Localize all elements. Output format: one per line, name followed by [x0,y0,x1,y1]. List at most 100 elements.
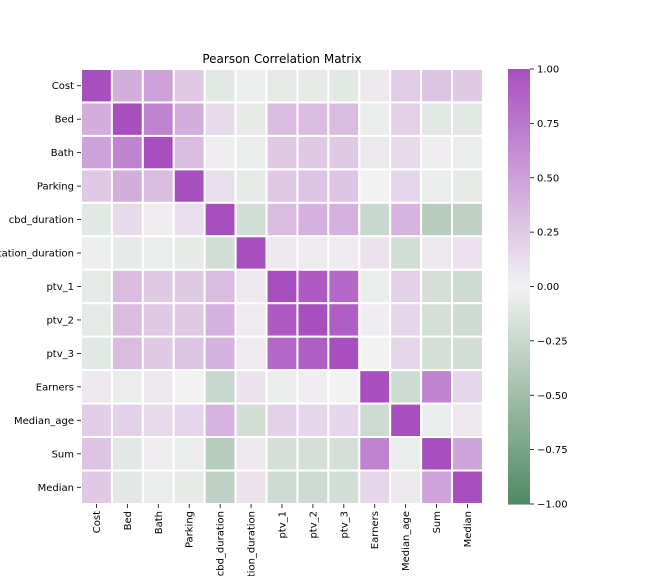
heatmap-cell-Bed-Parking [172,101,206,137]
heatmap-cell-Earners-ptv_3 [327,369,361,405]
heatmap-cell-Earners-station_duration [234,369,268,405]
colorbar-segment [508,192,530,197]
heatmap-cell-ptv_2-Bed [110,302,144,338]
heatmap-cell-ptv_2-Parking [172,302,206,338]
colorbar-segment [508,424,530,429]
heatmap-cells [80,68,484,505]
heatmap-cell-Parking-ptv_3 [327,168,361,204]
heatmap-cell-cbd_duration-Sum [420,201,454,238]
heatmap-cell-ptv_2-Earners [358,302,392,338]
heatmap-cell-Median-Earners [358,469,392,505]
heatmap-cell-Bath-Cost [80,134,113,171]
heatmap-cell-station_duration-ptv_1 [265,235,299,271]
colorbar-segment [508,282,530,288]
heatmap-cell-Bath-Bed [110,134,144,171]
x-tick-label: Earners [370,511,381,549]
x-tick-label: Bed [123,511,134,530]
y-tick-label: Median [38,483,74,494]
heatmap-cell-cbd_duration-Parking [172,201,206,238]
y-tick-label: ptv_3 [46,349,74,360]
colorbar-segment [508,311,530,317]
colorbar-segment [508,199,530,204]
heatmap-cell-ptv_1-station_duration [234,268,268,305]
heatmap-cell-Median-station_duration [234,469,268,505]
x-tick-label: ptv_1 [277,511,288,539]
colorbar-tick-label: −1.00 [537,500,568,511]
y-tick-label: Bath [51,148,74,159]
colorbar-segment [508,177,530,182]
heatmap-cell-Cost-Parking [172,68,206,104]
colorbar-segment [508,214,530,219]
colorbar-segment [508,268,530,273]
colorbar-segment [508,293,530,298]
heatmap-cell-station_duration-Bath [141,235,175,271]
colorbar-segment [508,315,530,320]
heatmap-cell-cbd_duration-Bed [110,201,144,238]
heatmap-cell-station_duration-Median [451,235,484,271]
heatmap-cell-Cost-Cost [80,68,113,104]
colorbar-segment [508,250,530,255]
heatmap-cell-ptv_3-ptv_2 [296,335,330,372]
heatmap-cell-Sum-Bed [110,436,144,472]
heatmap-cell-ptv_3-Median [451,335,484,372]
colorbar-segment [508,435,530,440]
heatmap-cell-Cost-Median [451,68,484,104]
colorbar-segment [508,417,530,422]
colorbar-segment [508,456,530,462]
colorbar-segment [508,130,530,135]
colorbar-segment [508,308,530,313]
heatmap-cell-Sum-ptv_3 [327,436,361,472]
x-tick-labels: Cost Bed Bath Parking cbd_duration station_du… [92,503,474,576]
colorbar-segment [508,442,530,447]
colorbar-segment [508,170,530,175]
heatmap-cell-Median-Parking [172,469,206,505]
colorbar-segment [508,69,530,74]
heatmap-cell-Bed-ptv_3 [327,101,361,137]
colorbar-segment [508,79,530,85]
heatmap-cell-Sum-Median [451,436,484,472]
colorbar-segment [508,203,530,208]
heatmap-cell-Sum-ptv_1 [265,436,299,472]
heatmap-cell-cbd_duration-cbd_duration [203,201,237,238]
colorbar-segment [508,275,530,280]
heatmap-cell-Sum-station_duration [234,436,268,472]
colorbar-segment [508,297,530,302]
colorbar-segment [508,174,530,179]
heatmap-cell-cbd_duration-Earners [358,201,392,238]
heatmap-cell-ptv_2-Median [451,302,484,338]
colorbar-segment [508,322,530,327]
colorbar-segment [508,489,530,494]
colorbar-segment [508,344,530,349]
heatmap-cell-Bath-Median_age [389,134,423,171]
colorbar-segment [508,377,530,382]
heatmap-cell-Median-Median_age [389,469,423,505]
heatmap-cell-Bed-cbd_duration [203,101,237,137]
colorbar-segment [508,467,530,472]
heatmap-cell-Median-ptv_3 [327,469,361,505]
heatmap-cell-Parking-Earners [358,168,392,204]
heatmap-cell-Earners-Median [451,369,484,405]
heatmap-cell-Median_age-station_duration [234,402,268,439]
heatmap-cell-Parking-Sum [420,168,454,204]
colorbar-segment [508,210,530,215]
heatmap-cell-Earners-Earners [358,369,392,405]
heatmap-cell-cbd_duration-ptv_2 [296,201,330,238]
heatmap-cell-Bed-Bath [141,101,175,137]
heatmap-cell-ptv_2-cbd_duration [203,302,237,338]
heatmap-cell-Bed-Cost [80,101,113,137]
colorbar-segment [508,101,530,106]
heatmap-cell-ptv_2-Bath [141,302,175,338]
heatmap-cell-ptv_3-station_duration [234,335,268,372]
heatmap-cell-Median_age-Cost [80,402,113,439]
x-tick-label: Median_age [401,511,412,571]
heatmap-cell-Cost-Earners [358,68,392,104]
heatmap-cell-Median_age-Earners [358,402,392,439]
colorbar-segment [508,98,530,103]
heatmap-cell-Earners-ptv_1 [265,369,299,405]
x-tick-label: Median [463,511,474,547]
heatmap-cell-Median_age-Bath [141,402,175,439]
heatmap-cell-ptv_2-station_duration [234,302,268,338]
heatmap-cell-Bath-Bath [141,134,175,171]
heatmap-cell-ptv_1-Sum [420,268,454,305]
x-tick-label: ptv_3 [339,511,350,539]
